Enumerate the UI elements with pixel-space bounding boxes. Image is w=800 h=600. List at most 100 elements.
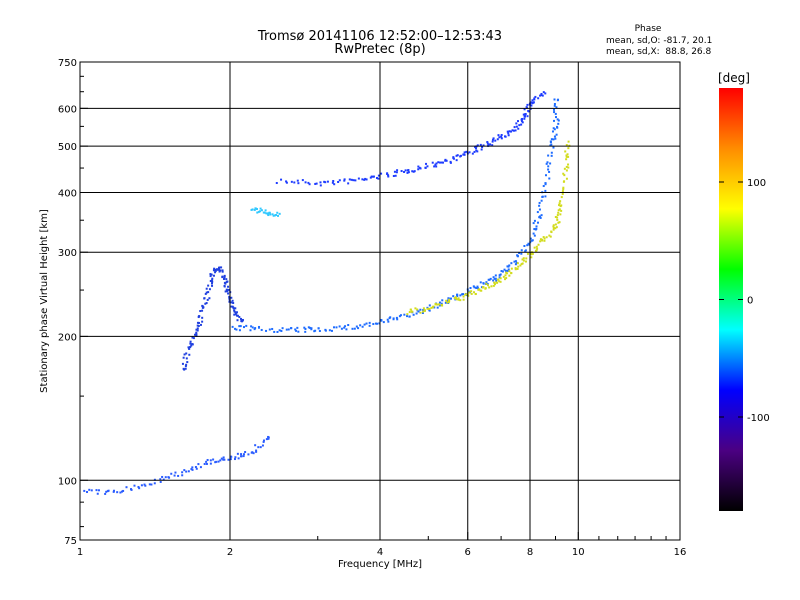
data-point <box>196 324 199 327</box>
data-point <box>238 315 241 318</box>
data-point <box>262 439 265 442</box>
data-point <box>116 491 119 494</box>
data-point <box>553 135 556 138</box>
data-point <box>457 297 460 300</box>
data-point <box>431 161 434 164</box>
data-point <box>400 170 403 173</box>
data-point <box>278 329 281 332</box>
data-point <box>437 161 440 164</box>
data-point <box>472 285 475 288</box>
data-point <box>253 208 256 211</box>
data-point <box>369 176 372 179</box>
y-tick-label: 500 <box>58 142 77 153</box>
data-point <box>530 104 533 107</box>
stats-line-x: mean, sd,X: 88.8, 26.8 <box>606 47 712 57</box>
data-point <box>532 101 535 104</box>
data-point <box>238 325 241 328</box>
data-point <box>197 463 200 466</box>
data-point <box>347 324 350 327</box>
x-tick-label: 8 <box>527 547 533 558</box>
data-point <box>233 458 236 461</box>
data-point <box>210 279 213 282</box>
data-point <box>317 327 320 330</box>
data-point <box>138 487 141 490</box>
data-point <box>565 169 568 172</box>
data-point <box>267 212 270 215</box>
data-point <box>488 278 491 281</box>
data-point <box>188 347 191 350</box>
data-point <box>411 310 414 313</box>
data-point <box>567 166 570 169</box>
y-tick-label: 200 <box>58 332 77 343</box>
data-point <box>347 182 350 185</box>
data-point <box>211 277 214 280</box>
data-point <box>532 232 535 235</box>
data-point <box>304 327 307 330</box>
data-point <box>253 328 256 331</box>
data-point <box>552 224 555 227</box>
data-point <box>222 277 225 280</box>
grid-lines <box>80 62 680 540</box>
data-point <box>357 177 360 180</box>
data-point <box>370 175 373 178</box>
data-point <box>259 446 262 449</box>
data-point <box>338 325 341 328</box>
data-point <box>485 281 488 284</box>
data-point <box>232 302 235 305</box>
data-point <box>205 287 208 290</box>
data-point <box>223 281 226 284</box>
data-point <box>500 133 503 136</box>
data-point <box>559 200 562 203</box>
data-point <box>465 293 468 296</box>
data-point <box>536 211 539 214</box>
data-point <box>260 209 263 212</box>
data-point <box>209 273 212 276</box>
data-point <box>470 292 473 295</box>
data-point <box>540 92 543 95</box>
data-point <box>201 309 204 312</box>
data-point <box>297 330 300 333</box>
data-point <box>199 310 202 313</box>
data-point <box>454 296 457 299</box>
data-point <box>529 237 532 240</box>
data-point <box>187 470 190 473</box>
data-point <box>319 184 322 187</box>
data-point <box>512 129 515 132</box>
y-tick-label: 75 <box>64 536 77 547</box>
data-point <box>556 125 559 128</box>
data-point <box>426 307 429 310</box>
data-point <box>144 484 147 487</box>
data-point <box>83 489 86 492</box>
data-point <box>257 210 260 213</box>
data-point <box>508 274 511 277</box>
data-point <box>486 284 489 287</box>
data-point <box>168 476 171 479</box>
data-point <box>475 287 478 290</box>
data-point <box>201 304 204 307</box>
data-point <box>565 155 568 158</box>
data-point <box>338 179 341 182</box>
data-point <box>555 133 558 136</box>
data-point <box>552 108 555 111</box>
x-axis-label: Frequency [MHz] <box>338 559 422 570</box>
data-point <box>185 363 188 366</box>
data-point <box>262 440 265 443</box>
data-point <box>181 474 184 477</box>
data-point <box>563 174 566 177</box>
data-point <box>296 326 299 329</box>
data-point <box>328 329 331 332</box>
data-point <box>494 277 497 280</box>
data-point <box>486 282 489 285</box>
data-point <box>476 144 479 147</box>
data-point <box>520 249 523 252</box>
data-point <box>531 252 534 255</box>
data-point <box>177 474 180 477</box>
data-point <box>501 270 504 273</box>
data-point <box>552 138 555 141</box>
data-point <box>242 455 245 458</box>
data-point <box>277 214 280 217</box>
data-point <box>554 112 557 115</box>
data-point <box>487 143 490 146</box>
data-point <box>224 290 227 293</box>
data-point <box>90 489 93 492</box>
